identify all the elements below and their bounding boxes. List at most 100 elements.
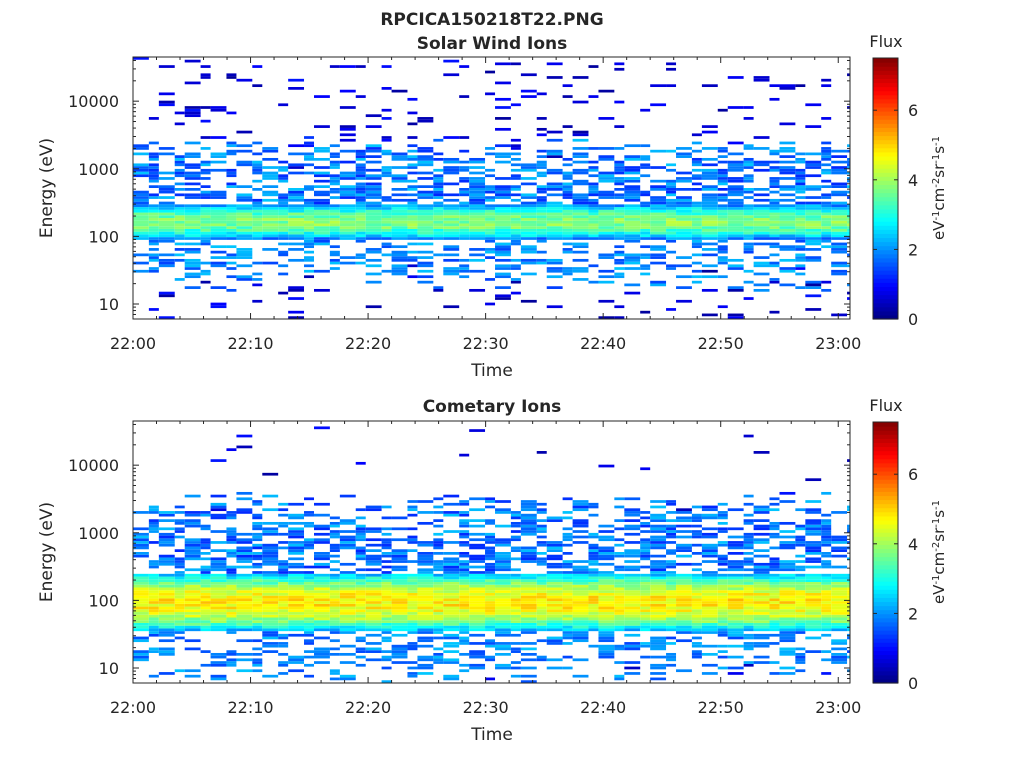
flux-cell [314, 582, 330, 585]
flux-cell [717, 182, 728, 186]
flux-cell [329, 672, 340, 675]
flux-cell [691, 157, 702, 161]
flux-cell [278, 606, 289, 610]
flux-cell [355, 530, 366, 533]
flux-cell [676, 573, 692, 577]
flux-cell [278, 562, 289, 566]
flux-cell [805, 283, 822, 287]
flux-cell [624, 541, 641, 544]
flux-cell [701, 237, 718, 240]
flux-cell [391, 633, 408, 637]
axes-frame [132, 56, 851, 320]
flux-cell [676, 612, 692, 615]
flux-cell [676, 177, 692, 180]
flux-cell [536, 451, 547, 454]
flux-cell [200, 261, 211, 265]
flux-cell [536, 582, 547, 585]
flux-cell [614, 565, 625, 569]
flux-cell [355, 549, 366, 552]
flux-cell [417, 237, 434, 240]
flux-cell [536, 502, 547, 506]
flux-cell [572, 530, 589, 533]
flux-cell [158, 177, 175, 180]
flux-cell [236, 511, 253, 514]
flux-cell [469, 182, 486, 186]
flux-cell [701, 508, 718, 512]
flux-cell [847, 620, 850, 623]
flux-cell [831, 212, 848, 216]
flux-cell [666, 198, 677, 202]
flux-cell [676, 576, 692, 580]
flux-cell [847, 579, 850, 583]
flux-cell [391, 554, 408, 558]
flux-cell [174, 631, 185, 634]
flux-cell [779, 185, 796, 188]
flux-cell [650, 655, 667, 659]
flux-cell [252, 283, 263, 287]
flux-cell [148, 579, 159, 583]
flux-cell [821, 207, 832, 210]
flux-cell [717, 147, 728, 150]
flux-cell [443, 228, 460, 232]
flux-cell [650, 209, 667, 213]
flux-cell [443, 218, 460, 221]
flux-cell [329, 250, 340, 254]
flux-cell [314, 573, 330, 577]
flux-cell [184, 639, 201, 643]
flux-cell [546, 305, 563, 309]
flux-cell [562, 226, 573, 229]
flux-cell [562, 625, 573, 629]
flux-cell [433, 579, 444, 583]
flux-cell [288, 579, 305, 583]
flux-cell [174, 228, 185, 232]
flux-cell [148, 647, 159, 651]
flux-cell [614, 193, 625, 197]
flux-cell [417, 231, 434, 235]
colorbar-segment [873, 314, 898, 320]
flux-cell [443, 622, 460, 626]
flux-cell [314, 647, 330, 651]
flux-cell [753, 614, 770, 618]
flux-cell [676, 147, 692, 150]
flux-cell [236, 163, 253, 167]
flux-cell [779, 541, 796, 544]
flux-cell [743, 234, 754, 238]
flux-cell [805, 256, 822, 259]
flux-cell [666, 579, 677, 583]
flux-cell [148, 177, 159, 180]
flux-cell [314, 579, 330, 583]
flux-cell [433, 584, 444, 588]
flux-cell [640, 573, 651, 577]
flux-cell [598, 155, 615, 158]
flux-cell [572, 636, 589, 640]
flux-cell [200, 557, 211, 561]
flux-cell [329, 579, 340, 583]
flux-cell [510, 674, 521, 678]
flux-cell [314, 552, 330, 555]
flux-cell [485, 677, 496, 681]
flux-cell [443, 171, 460, 175]
flux-cell [184, 207, 201, 210]
flux-cell [624, 573, 641, 577]
flux-cell [831, 565, 848, 569]
flux-cell [640, 598, 651, 602]
flux-cell [769, 190, 780, 194]
flux-cell [329, 532, 340, 536]
flux-cell [381, 601, 392, 604]
flux-cell [485, 196, 496, 199]
flux-cell [365, 560, 382, 563]
flux-cell [624, 212, 641, 216]
flux-cell [278, 524, 289, 528]
flux-cell [200, 226, 211, 229]
flux-cell [133, 614, 149, 618]
flux-cell [546, 138, 563, 142]
flux-cell [847, 612, 850, 615]
flux-cell [236, 209, 253, 213]
flux-cell [847, 530, 850, 533]
flux-cell [133, 57, 149, 60]
flux-cell [210, 155, 227, 158]
flux-cell [546, 269, 563, 273]
flux-cell [640, 310, 651, 314]
flux-cell [795, 617, 806, 621]
flux-cell [200, 650, 211, 653]
